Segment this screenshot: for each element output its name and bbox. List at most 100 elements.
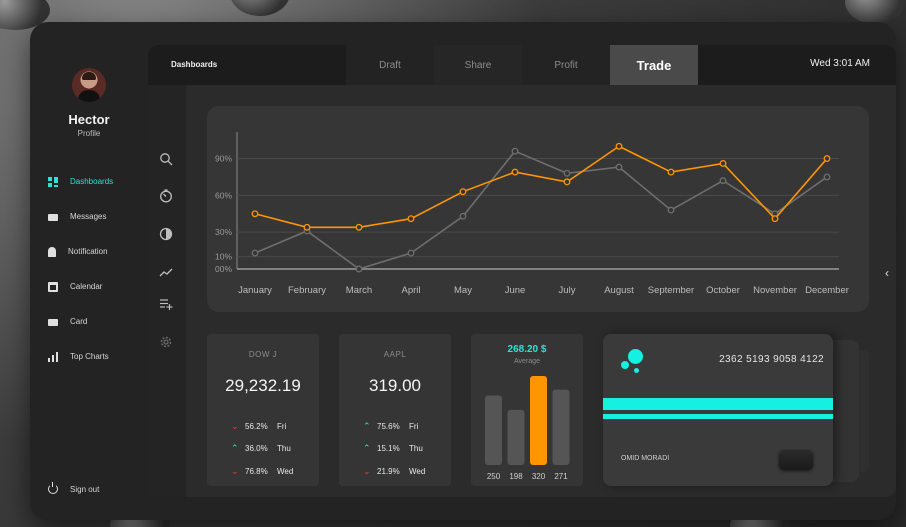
credit-card-stack[interactable]: 2362 5193 9058 4122 OMID MORADI	[603, 334, 873, 486]
x-tick-label: November	[753, 285, 797, 296]
x-tick-label: September	[648, 285, 694, 296]
timer-icon[interactable]	[159, 189, 173, 203]
stat-percent: 15.1%	[377, 444, 400, 454]
calendar-icon	[48, 281, 58, 292]
sidebar-item-top-charts[interactable]: Top Charts	[48, 339, 113, 374]
search-icon[interactable]	[159, 152, 173, 166]
x-tick-label: October	[706, 285, 740, 296]
average-amount: 268.20 $	[507, 344, 547, 355]
arrow-down-icon: ⌄	[231, 420, 239, 431]
stat-row: ⌄ 76.8% Wed	[231, 460, 293, 483]
x-tick-label: June	[505, 285, 526, 296]
average-label: Average	[514, 358, 540, 365]
data-point	[511, 168, 519, 176]
stat-percent: 21.9%	[377, 466, 400, 476]
data-point	[355, 265, 363, 273]
stat-day: Fri	[409, 421, 419, 431]
data-point	[615, 142, 623, 150]
settings-icon[interactable]	[159, 335, 173, 349]
sidebar-item-calendar[interactable]: Calendar	[48, 269, 113, 304]
app-window: Hector Profile Dashboards Messages Notif…	[30, 22, 896, 520]
sidebar-item-label: Notification	[68, 247, 108, 256]
card-logo-icon	[634, 368, 639, 373]
average-bar-label: 198	[509, 472, 523, 481]
trend-icon[interactable]	[159, 265, 173, 279]
x-tick-label: May	[454, 285, 472, 296]
sidebar-item-label: Messages	[70, 212, 107, 221]
data-point	[355, 223, 363, 231]
average-bar	[552, 389, 570, 465]
average-bar-label: 271	[554, 472, 568, 481]
x-tick-label: April	[401, 285, 420, 296]
x-tick-label: August	[604, 285, 634, 296]
credit-card[interactable]: 2362 5193 9058 4122 OMID MORADI	[603, 334, 833, 486]
sidebar-item-card[interactable]: Card	[48, 304, 113, 339]
average-card[interactable]: 268.20 $ Average 250 198 320 271	[471, 334, 583, 486]
stat-day: Thu	[409, 444, 423, 454]
card-stripe	[603, 398, 833, 410]
tab-bar: Draft Share Profit Trade	[346, 45, 698, 85]
stat-card-dowj[interactable]: DOW J 29,232.19 ⌄ 56.2% Fri ⌃ 36.0% Thu ⌄ 76.…	[207, 334, 319, 486]
sidebar-item-label: Card	[70, 317, 88, 326]
collapse-handle[interactable]: ‹	[880, 258, 894, 288]
tab-draft[interactable]: Draft	[346, 45, 434, 85]
sidebar-item-label: Calendar	[70, 282, 103, 291]
bell-icon	[48, 246, 56, 257]
tab-trade[interactable]: Trade	[610, 45, 698, 85]
x-tick-label: February	[288, 285, 326, 296]
line-chart: 00% 10% 30% 60% 90% January February March April…	[215, 132, 849, 296]
stat-percent: 36.0%	[245, 444, 268, 454]
data-point	[251, 249, 259, 257]
profile: Hector Profile	[30, 68, 148, 138]
decor-sphere	[230, 0, 290, 16]
decor-sphere	[845, 0, 905, 24]
stat-day: Thu	[277, 444, 291, 454]
page-title: Dashboards	[171, 60, 218, 69]
data-point	[823, 173, 831, 181]
x-tick-label: July	[559, 285, 576, 296]
stat-row: ⌃ 75.6% Fri	[363, 415, 425, 438]
top-bar: Dashboards Draft Share Profit Trade Wed …	[148, 45, 896, 85]
tab-share[interactable]: Share	[434, 45, 522, 85]
data-point	[667, 168, 675, 176]
sidebar-item-dashboards[interactable]: Dashboards	[48, 164, 113, 199]
stat-row: ⌄ 21.9% Wed	[363, 460, 425, 483]
playlist-add-icon[interactable]	[159, 297, 173, 311]
y-tick-label: 60%	[215, 190, 232, 200]
stat-card-aapl[interactable]: AAPL 319.00 ⌃ 75.6% Fri ⌃ 15.1% Thu ⌄ 21.9% We…	[339, 334, 451, 486]
main-panel: Dashboards Draft Share Profit Trade Wed …	[148, 45, 896, 497]
sidebar-nav: Dashboards Messages Notification Calenda…	[48, 164, 113, 374]
data-point	[719, 160, 727, 167]
circle-icon[interactable]	[159, 227, 173, 241]
data-point	[251, 210, 259, 218]
stat-row: ⌄ 56.2% Fri	[231, 415, 293, 438]
credit-card-icon	[48, 319, 58, 326]
mail-icon	[48, 214, 58, 221]
profile-subtitle: Profile	[77, 129, 101, 138]
sign-out-button[interactable]: Sign out	[48, 482, 99, 494]
data-point	[823, 155, 831, 162]
power-icon	[48, 482, 58, 494]
x-tick-label: January	[238, 285, 272, 296]
card-holder: OMID MORADI	[621, 455, 670, 462]
arrow-up-icon: ⌃	[363, 420, 371, 431]
sidebar-item-notification[interactable]: Notification	[48, 234, 113, 269]
bar-chart-icon	[48, 351, 58, 362]
card-number: 2362 5193 9058 4122	[719, 354, 824, 365]
stat-percent: 76.8%	[245, 466, 268, 476]
sidebar-item-label: Dashboards	[70, 177, 114, 186]
stat-name: AAPL	[383, 350, 407, 359]
tab-profit[interactable]: Profit	[522, 45, 610, 85]
y-tick-label: 90%	[215, 154, 232, 164]
average-bar	[507, 409, 525, 465]
stat-day: Wed	[409, 466, 426, 476]
data-point	[563, 178, 571, 186]
card-chip-icon	[779, 450, 813, 470]
x-tick-label: December	[805, 285, 849, 296]
avatar[interactable]	[72, 68, 106, 102]
sidebar-item-messages[interactable]: Messages	[48, 199, 113, 234]
card-logo-icon	[621, 361, 629, 369]
stat-day: Fri	[277, 421, 287, 431]
stat-name: DOW J	[248, 350, 278, 359]
data-point	[563, 169, 571, 177]
